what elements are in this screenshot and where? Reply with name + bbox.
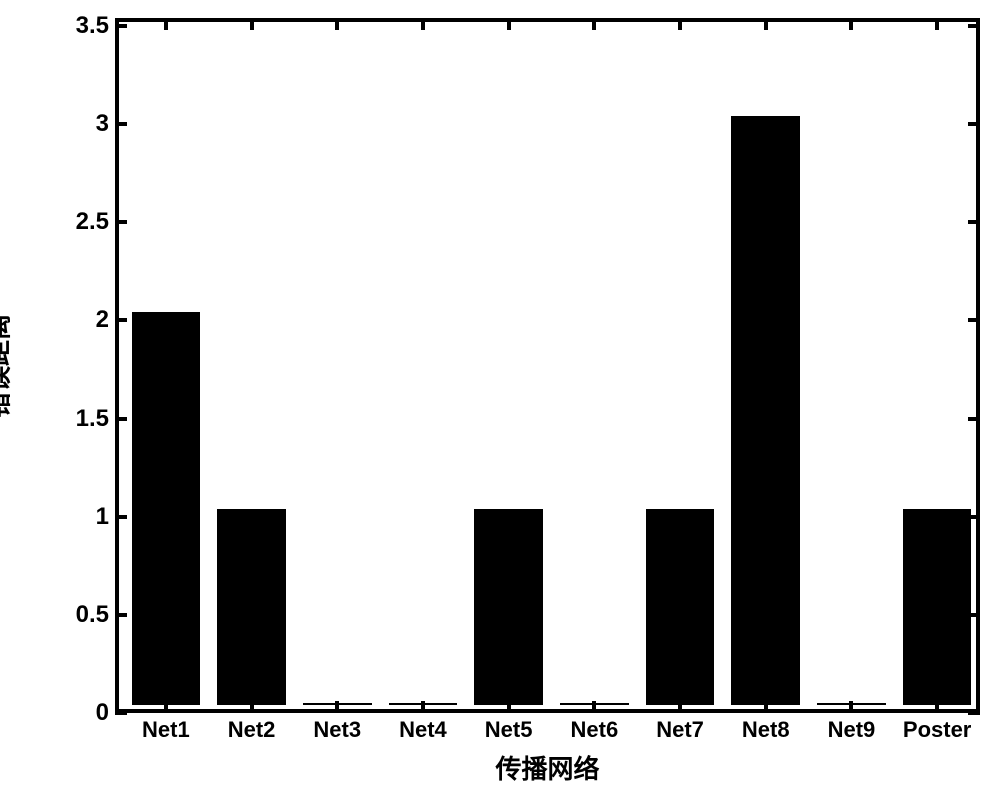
xtick-mark [764, 18, 768, 30]
ytick-mark [115, 122, 127, 126]
ytick-mark [115, 220, 127, 224]
xtick-mark [250, 701, 254, 713]
ytick-mark [968, 417, 980, 421]
xtick-label: Net6 [571, 709, 619, 743]
y-axis-label: 错误距离 [0, 313, 15, 417]
xtick-mark [507, 701, 511, 713]
xtick-mark [164, 18, 168, 30]
xtick-label: Poster [903, 709, 971, 743]
ytick-label: 3.5 [76, 12, 119, 40]
xtick-label: Net5 [485, 709, 533, 743]
x-axis-label: 传播网络 [495, 749, 599, 786]
ytick-mark [115, 613, 127, 617]
xtick-label: Net7 [656, 709, 704, 743]
xtick-mark [935, 18, 939, 30]
xtick-mark [592, 701, 596, 713]
ytick-mark [115, 318, 127, 322]
xtick-label: Net9 [828, 709, 876, 743]
xtick-mark [849, 701, 853, 713]
ytick-mark [115, 417, 127, 421]
ytick-label: 0.5 [76, 601, 119, 629]
bar [731, 116, 800, 705]
xtick-mark [764, 701, 768, 713]
ytick-mark [968, 122, 980, 126]
xtick-label: Net3 [313, 709, 361, 743]
xtick-mark [935, 701, 939, 713]
xtick-mark [164, 701, 168, 713]
xtick-mark [421, 18, 425, 30]
ytick-mark [115, 24, 127, 28]
ytick-mark [115, 711, 127, 715]
xtick-mark [335, 701, 339, 713]
plot-area: 00.511.522.533.5Net1Net2Net3Net4Net5Net6… [115, 18, 980, 713]
xtick-label: Net4 [399, 709, 447, 743]
bar [903, 509, 972, 705]
ytick-label: 2.5 [76, 208, 119, 236]
bar [132, 312, 201, 705]
xtick-mark [250, 18, 254, 30]
xtick-mark [507, 18, 511, 30]
ytick-mark [968, 24, 980, 28]
ytick-label: 1.5 [76, 405, 119, 433]
bar [474, 509, 543, 705]
xtick-mark [678, 701, 682, 713]
bar [217, 509, 286, 705]
xtick-mark [335, 18, 339, 30]
xtick-mark [849, 18, 853, 30]
ytick-mark [968, 220, 980, 224]
ytick-mark [968, 318, 980, 322]
xtick-mark [678, 18, 682, 30]
xtick-mark [421, 701, 425, 713]
bar-chart: 00.511.522.533.5Net1Net2Net3Net4Net5Net6… [0, 0, 1006, 805]
bar [646, 509, 715, 705]
xtick-label: Net1 [142, 709, 190, 743]
xtick-mark [592, 18, 596, 30]
xtick-label: Net2 [228, 709, 276, 743]
ytick-mark [115, 515, 127, 519]
xtick-label: Net8 [742, 709, 790, 743]
